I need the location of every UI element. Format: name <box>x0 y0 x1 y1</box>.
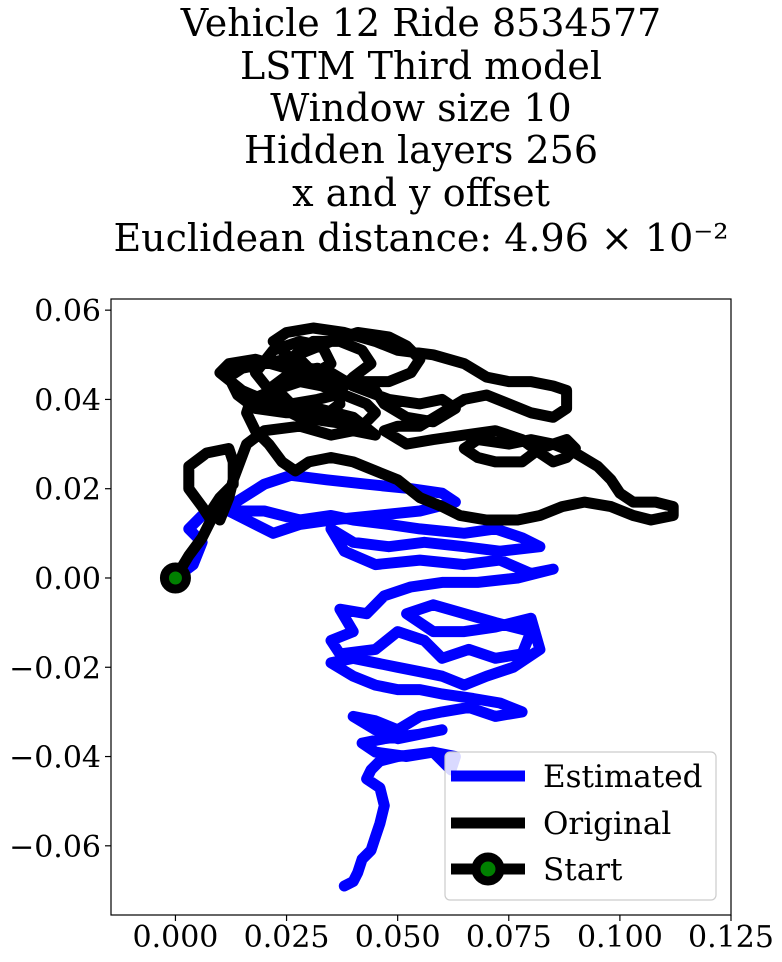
y-axis-ticks: 0.06 0.04 0.02 0.00 −0.02 −0.04 −0.06 <box>9 294 111 865</box>
title-line-5: x and y offset <box>292 171 550 215</box>
series-line-original <box>169 322 679 584</box>
y-tick-label: −0.02 <box>9 651 101 686</box>
x-tick-label: 0.125 <box>688 920 774 955</box>
title-line-6: Euclidean distance: 4.96 × 10⁻² <box>113 216 728 260</box>
series-line-estimated <box>169 469 559 892</box>
legend-label-estimated: Estimated <box>543 759 702 795</box>
x-tick-label: 0.000 <box>132 920 218 955</box>
legend-box <box>444 751 717 901</box>
x-tick-label: 0.025 <box>244 920 330 955</box>
y-tick-label: 0.02 <box>34 473 101 508</box>
y-tick-label: −0.04 <box>9 741 101 776</box>
y-tick-label: −0.06 <box>9 830 101 865</box>
plot-frame <box>110 298 732 916</box>
x-axis-ticks: 0.000 0.025 0.050 0.075 0.100 0.125 <box>132 915 774 955</box>
legend-label-original: Original <box>543 806 671 842</box>
y-tick-label: 0.00 <box>34 562 101 597</box>
title-line-4: Hidden layers 256 <box>244 128 598 172</box>
legend-swatch-start-marker <box>471 852 505 886</box>
y-tick-label: 0.04 <box>34 383 101 418</box>
y-tick-label: 0.06 <box>34 294 101 329</box>
legend-label-start: Start <box>543 852 623 888</box>
x-tick-label: 0.100 <box>577 920 663 955</box>
title-line-1: Vehicle 12 Ride 8534577 <box>180 1 661 45</box>
x-tick-label: 0.075 <box>466 920 552 955</box>
legend: Estimated Original Start <box>444 751 717 901</box>
start-layer <box>159 562 191 594</box>
title-line-2: LSTM Third model <box>240 44 602 88</box>
start-marker <box>159 562 191 594</box>
chart-title: Vehicle 12 Ride 8534577 LSTM Third model… <box>113 1 728 260</box>
series-layer <box>169 322 679 892</box>
title-line-3: Window size 10 <box>270 86 571 130</box>
x-tick-label: 0.050 <box>355 920 441 955</box>
